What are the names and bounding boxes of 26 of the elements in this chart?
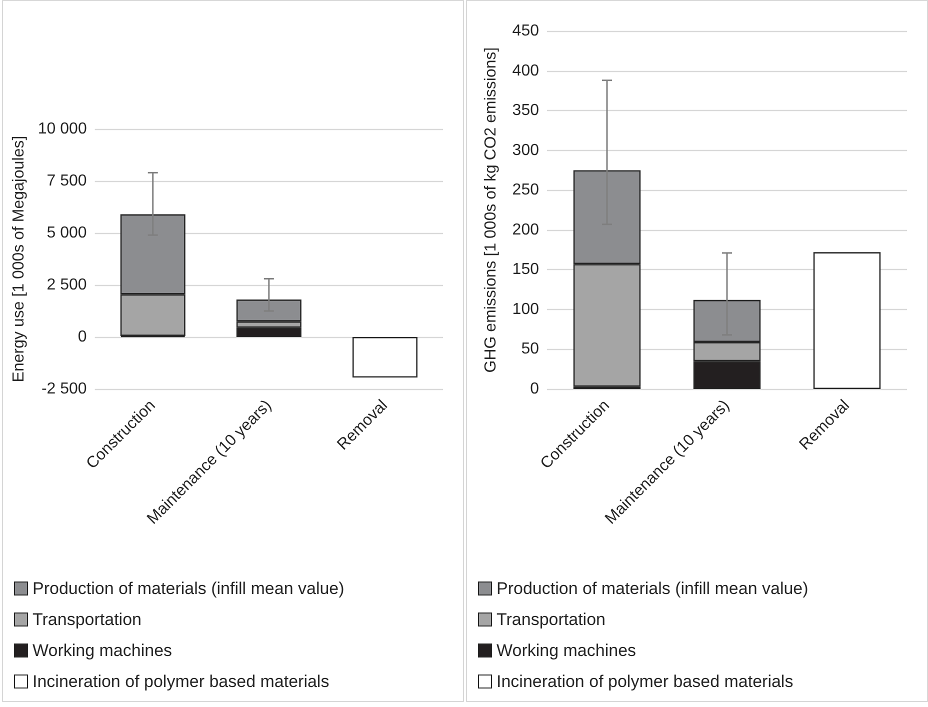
legend-label: Production of materials (infill mean value) — [32, 579, 344, 598]
legend-label: Incineration of polymer based materials — [496, 672, 794, 691]
y-tick-label: 300 — [512, 142, 540, 159]
y-tick-label: 250 — [512, 182, 540, 199]
legend-label: Working machines — [32, 641, 172, 660]
y-tick-label: -2 500 — [41, 380, 87, 398]
y-tick-label: 200 — [512, 221, 540, 238]
y-tick-label: 7 500 — [46, 172, 87, 190]
y-tick-label: 450 — [512, 22, 540, 40]
y-tick-label: 0 — [78, 328, 87, 346]
legend-label: Production of materials (infill mean value) — [496, 579, 808, 598]
y-tick-label: 50 — [521, 340, 540, 358]
y-tick-label: 0 — [530, 380, 540, 398]
y-tick-label: 400 — [512, 62, 540, 80]
legend-label: Transportation — [32, 610, 142, 629]
legend-label: Incineration of polymer based materials — [32, 672, 330, 691]
y-axis-title: GHG emissions [1 000s of kg CO2 emissions] — [482, 47, 500, 373]
y-tick-label: 150 — [512, 261, 540, 278]
y-tick-label: 350 — [512, 102, 540, 120]
y-tick-label: 100 — [512, 300, 540, 318]
y-tick-label: 2 500 — [46, 276, 87, 294]
legend-label: Working machines — [496, 641, 636, 660]
y-axis-title: Energy use [1 000s of Megajoules] — [10, 136, 28, 382]
y-tick-label: 5 000 — [46, 224, 87, 242]
legend-label: Transportation — [496, 610, 606, 629]
y-tick-label: 10 000 — [38, 120, 87, 138]
